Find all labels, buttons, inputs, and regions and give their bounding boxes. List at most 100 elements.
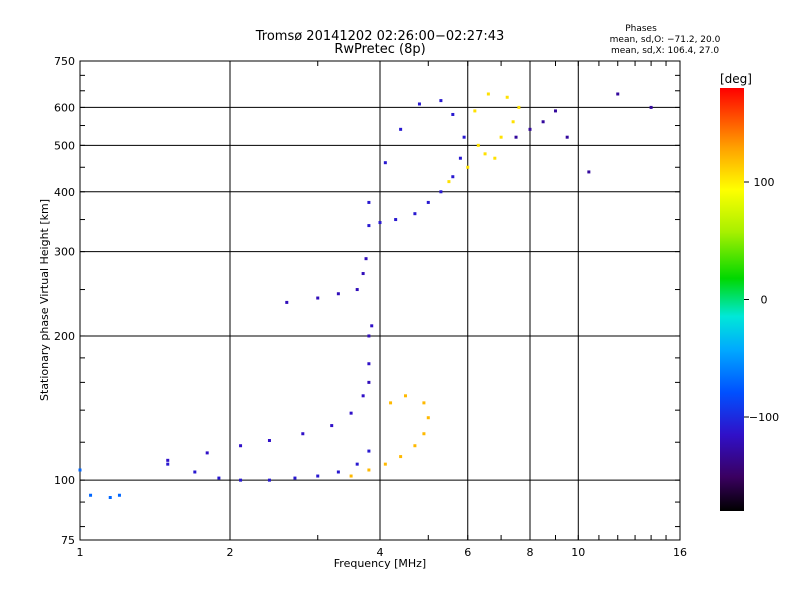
echo-point [336,470,340,474]
echo-point [422,432,426,436]
x-tick-label: 16 [673,546,687,559]
echo-point [89,493,93,497]
x-tick-label: 6 [464,546,471,559]
echo-point [565,135,569,139]
echo-point [517,105,521,109]
echo-point [649,105,653,109]
y-tick-label: 600 [54,101,75,114]
echo-point [426,200,430,204]
echo-point [451,112,455,116]
echo-point [367,468,371,472]
echo-point [422,401,426,405]
echo-point [367,380,371,384]
y-tick-labels: 75 100 200 300 400 500 600 750 [54,55,75,547]
echo-point [166,458,170,462]
x-tick-label: 10 [571,546,585,559]
colorbar-label: [deg] [720,72,752,86]
echo-point [166,462,170,466]
echo-point [361,394,365,398]
echo-point [462,135,466,139]
echo-point [486,92,490,96]
echo-point [403,394,407,398]
echo-point [616,92,620,96]
x-tick-label: 2 [227,546,234,559]
echo-point [267,478,271,482]
echo-point [394,218,398,222]
echo-point [383,161,387,165]
y-tick-label: 750 [54,55,75,68]
chart-title: Tromsø 20141202 02:26:00−02:27:43 [255,29,505,44]
y-tick-label: 300 [54,246,75,259]
echo-point [364,257,368,261]
echo-point [193,470,197,474]
axis-ticks [79,60,681,540]
echo-point [355,288,359,292]
phases-title: Phases [625,24,657,34]
echo-point [439,190,443,194]
echo-point [399,127,403,131]
y-tick-label: 75 [61,534,75,547]
y-tick-label: 100 [54,474,75,487]
echo-points [78,92,653,499]
echo-point [205,451,209,455]
echo-point [267,439,271,443]
echo-point [355,462,359,466]
colorbar-tick-label: −100 [749,411,779,424]
echo-point [217,476,221,480]
chart-subtitle: RwPretec (8p) [334,42,425,57]
echo-point [239,478,243,482]
echo-point [367,224,371,228]
echo-point [383,462,387,466]
echo-point [417,102,421,106]
echo-point [451,175,455,179]
echo-point [367,334,371,338]
echo-point [108,495,112,499]
y-axis-label: Stationary phase Virtual Height [km] [38,199,51,401]
colorbar-tick-label: 100 [754,176,775,189]
echo-point [78,468,82,472]
phases-x-line: mean, sd,X: 106.4, 27.0 [611,46,719,56]
echo-point [439,99,443,103]
echo-point [447,180,451,184]
echo-point [483,152,487,156]
echo-point [336,292,340,296]
echo-point [389,401,393,405]
colorbar [720,88,744,511]
echo-point [367,362,371,366]
echo-point [473,109,477,113]
echo-point [330,424,334,428]
x-axis-label: Frequency [MHz] [334,557,426,570]
echo-point [541,120,545,124]
echo-point [511,120,515,124]
echo-point [553,109,557,113]
echo-point [301,432,305,436]
echo-point [493,156,497,160]
echo-point [349,474,353,478]
echo-point [413,212,417,216]
y-tick-label: 500 [54,139,75,152]
colorbar-tick-label: 0 [761,294,768,307]
echo-point [505,95,509,99]
echo-point [458,156,462,160]
echo-point [413,444,417,448]
echo-point [117,493,121,497]
x-tick-label: 8 [527,546,534,559]
phases-o-line: mean, sd,O: −71.2, 20.0 [610,35,721,45]
echo-point [426,416,430,420]
x-tick-label: 4 [377,546,384,559]
x-tick-labels: 1 2 4 6 8 10 16 [77,546,688,559]
plot-grid [80,61,680,540]
echo-point [399,455,403,459]
echo-point [293,476,297,480]
x-tick-label: 1 [77,546,84,559]
echo-point [499,135,503,139]
echo-point [476,143,480,147]
y-tick-label: 400 [54,186,75,199]
echo-point [370,324,374,328]
echo-point [316,296,320,300]
echo-point [514,135,518,139]
echo-point [466,165,470,169]
echo-point [378,221,382,225]
